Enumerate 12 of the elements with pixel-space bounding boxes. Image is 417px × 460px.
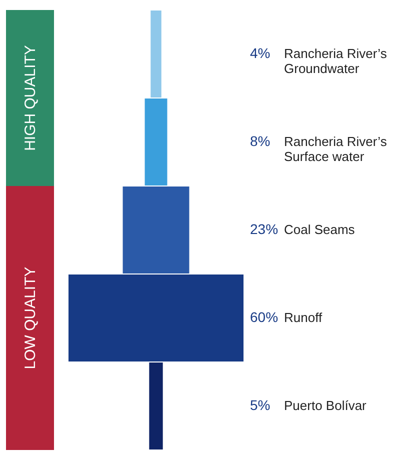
data-label: 23% — [250, 221, 278, 237]
data-label: 8% — [250, 133, 270, 149]
data-label: 60% — [250, 309, 278, 325]
data-label: 5% — [250, 397, 270, 413]
category-label: Coal Seams — [284, 222, 356, 237]
category-label: Rancheria River’s Surface water — [284, 134, 388, 164]
data-label: 4% — [250, 45, 270, 61]
text: LOW QUALITY — [22, 266, 39, 370]
category-label: Puerto Bolívar — [284, 398, 368, 413]
category-label: Runoff — [284, 310, 322, 325]
text: HIGH QUALITY — [22, 45, 39, 151]
category-label: Rancheria River’s Groundwater — [284, 46, 388, 76]
